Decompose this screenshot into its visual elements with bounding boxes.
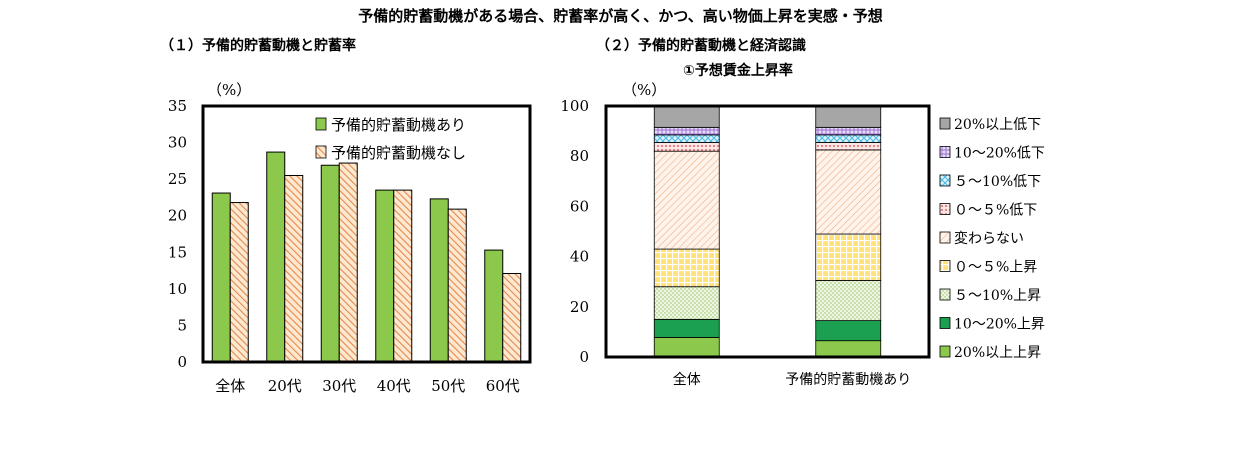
y-tick-label: 35 xyxy=(168,97,187,115)
y-tick-label: 20 xyxy=(168,207,187,225)
segment-0-5pct-fall xyxy=(653,141,720,152)
bar-with-motive xyxy=(211,192,231,363)
bar-with-motive xyxy=(320,164,340,363)
legend-swatch xyxy=(939,146,951,158)
plot-frame xyxy=(201,104,532,364)
x-tick-label: 40代 xyxy=(377,377,411,395)
legend-label: ０～５%低下 xyxy=(954,203,1037,219)
x-tick-label: 30代 xyxy=(322,377,356,395)
legend-label: 10～20%上昇 xyxy=(954,317,1045,333)
wage-expectation-chart: 0 20 40 60 80 100 （%） 全体 予備的貯蓄動機あり 20%以上低下 10～20%低… xyxy=(560,81,1045,388)
legend-swatch xyxy=(939,317,951,329)
segment-0-5pct-rise xyxy=(815,233,882,281)
legend-label: 20%以上上昇 xyxy=(954,345,1041,361)
bar-without-motive xyxy=(393,189,413,363)
legend-label: 変わらない xyxy=(954,230,1024,247)
y-tick-label: 30 xyxy=(168,134,187,152)
legend-label: 20%以上低下 xyxy=(954,117,1041,133)
segment-20pct-plus-fall xyxy=(815,105,882,128)
segment-10-20pct-rise xyxy=(653,318,720,338)
legend-label: 予備的貯蓄動機あり xyxy=(331,116,466,134)
segment-0-5pct-fall xyxy=(815,141,882,151)
y-tick-label: 25 xyxy=(168,170,187,188)
y-tick-label: 60 xyxy=(570,197,589,215)
savings-rate-chart: 0 5 10 15 20 25 30 35 （%） 全体 20代 30代 40代 50代 60代 予備的貯蓄動… xyxy=(168,81,532,395)
y-tick-label: 100 xyxy=(560,97,589,115)
y-tick-label: 40 xyxy=(570,248,589,266)
bar-with-motive xyxy=(429,198,449,363)
y-tick-label: 10 xyxy=(168,280,187,298)
y-tick-label: 80 xyxy=(570,147,589,165)
legend-swatch xyxy=(315,117,327,131)
bar-without-motive xyxy=(229,202,249,363)
x-tick-label: 予備的貯蓄動機あり xyxy=(785,372,911,388)
y-tick-label: 15 xyxy=(168,243,187,261)
legend-swatch xyxy=(939,203,951,215)
legend-label: ０～５%上昇 xyxy=(954,260,1037,276)
x-tick-label: 全体 xyxy=(215,377,245,395)
legend-swatch xyxy=(939,260,951,272)
segment-unchanged xyxy=(815,149,882,235)
bar-without-motive xyxy=(447,208,467,363)
plot-frame xyxy=(604,104,931,359)
legend-swatch xyxy=(939,231,951,244)
segment-0-5pct-rise xyxy=(653,248,720,288)
legend-label: ５～10%上昇 xyxy=(954,288,1041,304)
legend-swatch xyxy=(939,288,951,301)
y-axis-unit-label: （%） xyxy=(622,81,666,99)
legend-swatch xyxy=(939,117,951,130)
bar-with-motive xyxy=(484,249,504,363)
segment-unchanged xyxy=(653,150,720,250)
bar-with-motive xyxy=(266,151,286,363)
y-axis-unit-label: （%） xyxy=(207,81,251,99)
x-tick-label: 20代 xyxy=(268,377,302,395)
segment-5-10pct-fall xyxy=(653,134,720,143)
x-tick-label: 50代 xyxy=(431,377,465,395)
segment-5-10pct-rise xyxy=(815,280,882,322)
figure-title: 予備的貯蓄動機がある場合、貯蓄率が高く、かつ、高い物価上昇を実感・予想 xyxy=(358,7,883,25)
bar-with-motive xyxy=(375,189,395,363)
segment-10-20pct-fall xyxy=(815,126,882,136)
legend-swatch xyxy=(939,345,951,358)
y-tick-label: 20 xyxy=(570,298,589,316)
segment-10-20pct-rise xyxy=(815,320,882,342)
bar-without-motive xyxy=(338,162,358,363)
legend-swatch xyxy=(315,145,327,159)
segment-20pct-plus-fall xyxy=(653,105,720,128)
panel2-heading: （２）予備的貯蓄動機と経済認識 xyxy=(596,38,806,54)
legend-label: 10～20%低下 xyxy=(954,146,1045,162)
legend-swatch xyxy=(939,174,951,187)
segment-5-10pct-rise xyxy=(653,286,720,320)
y-tick-label: 0 xyxy=(579,348,589,366)
x-tick-label: 全体 xyxy=(673,371,701,388)
segment-20pct-plus-rise xyxy=(815,340,882,358)
bar-without-motive xyxy=(284,174,304,363)
legend-label: 予備的貯蓄動機なし xyxy=(331,144,466,162)
bar-without-motive xyxy=(502,272,522,363)
y-tick-label: 5 xyxy=(177,316,187,334)
segment-10-20pct-fall xyxy=(653,126,720,136)
segment-20pct-plus-rise xyxy=(653,337,720,358)
legend-label: ５～10%低下 xyxy=(954,174,1041,190)
y-tick-label: 0 xyxy=(177,353,187,371)
panel1-heading: （１）予備的貯蓄動機と貯蓄率 xyxy=(160,38,356,54)
panel2-subheading: ①予想賃金上昇率 xyxy=(683,63,793,79)
x-tick-label: 60代 xyxy=(486,377,520,395)
segment-5-10pct-fall xyxy=(815,134,882,143)
